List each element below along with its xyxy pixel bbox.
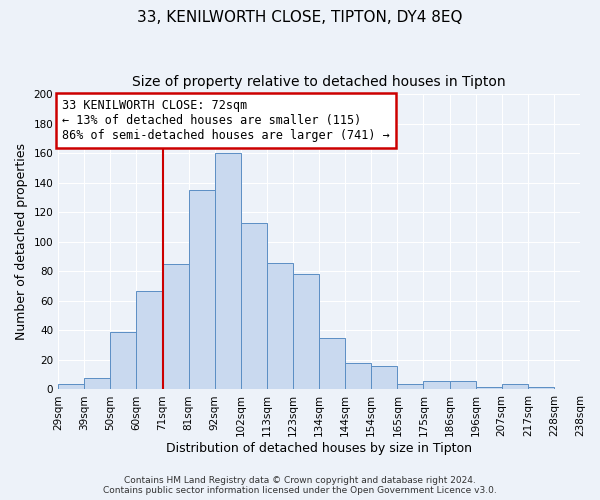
Text: Contains HM Land Registry data © Crown copyright and database right 2024.
Contai: Contains HM Land Registry data © Crown c… [103,476,497,495]
Bar [84,378,110,390]
Y-axis label: Number of detached properties: Number of detached properties [15,144,28,340]
Bar [163,264,188,390]
Bar [215,154,241,390]
Text: 33 KENILWORTH CLOSE: 72sqm
← 13% of detached houses are smaller (115)
86% of sem: 33 KENILWORTH CLOSE: 72sqm ← 13% of deta… [62,99,390,142]
Bar [267,262,293,390]
Bar [502,384,528,390]
Bar [241,222,267,390]
Bar [188,190,215,390]
Bar [476,386,502,390]
Bar [449,380,476,390]
Bar [371,366,397,390]
Bar [58,384,84,390]
Text: 33, KENILWORTH CLOSE, TIPTON, DY4 8EQ: 33, KENILWORTH CLOSE, TIPTON, DY4 8EQ [137,10,463,25]
Title: Size of property relative to detached houses in Tipton: Size of property relative to detached ho… [132,75,506,89]
Bar [397,384,424,390]
Bar [136,290,163,390]
Bar [293,274,319,390]
Bar [319,338,345,390]
Bar [345,363,371,390]
Bar [424,380,449,390]
X-axis label: Distribution of detached houses by size in Tipton: Distribution of detached houses by size … [166,442,472,455]
Bar [110,332,136,390]
Bar [528,386,554,390]
